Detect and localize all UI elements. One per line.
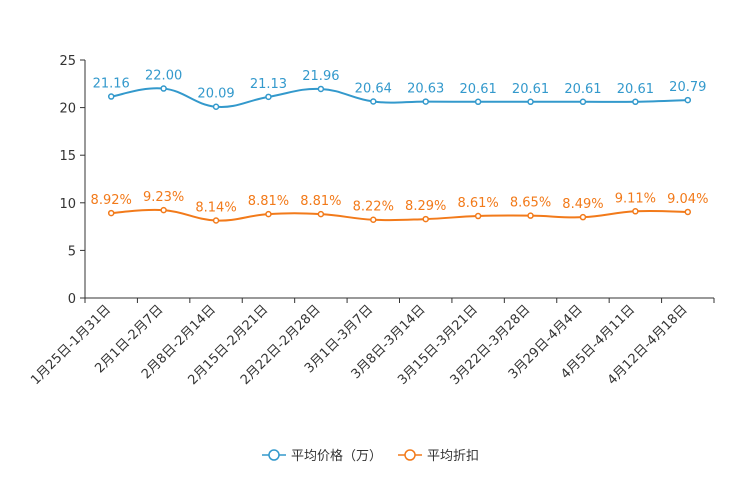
y-tick-label: 15 [59, 149, 76, 164]
data-point[interactable] [684, 96, 692, 104]
data-label: 8.65% [510, 196, 551, 211]
data-point[interactable] [422, 215, 429, 223]
series-layer: 21.16 22.00 20.09 21.13 21.96 20.64 20.63 20.61… [91, 69, 708, 224]
legend-marker [268, 449, 280, 461]
data-point[interactable] [527, 212, 534, 219]
y-tick-label: 10 [59, 197, 76, 212]
data-label: 9.23% [143, 190, 184, 205]
y-tick-label: 20 [59, 102, 76, 117]
data-point[interactable] [684, 208, 692, 216]
data-point[interactable] [317, 85, 325, 93]
legend-label: 平均价格（万） [291, 448, 382, 464]
data-label: 22.00 [145, 69, 182, 84]
data-point[interactable] [107, 93, 115, 100]
legend-item-1[interactable]: 平均价格（万） [262, 448, 382, 464]
data-point[interactable] [265, 93, 272, 101]
data-point[interactable] [422, 98, 429, 105]
data-point[interactable] [579, 213, 587, 221]
data-point[interactable] [370, 216, 377, 223]
data-label: 21.96 [302, 69, 339, 84]
legend-item-2[interactable]: 平均折扣 [398, 449, 479, 464]
data-point[interactable] [527, 98, 534, 106]
series-1: 21.16 22.00 20.09 21.13 21.96 20.64 20.63 20.61… [93, 69, 706, 110]
data-point[interactable] [265, 210, 272, 218]
data-label: 8.49% [562, 197, 603, 212]
data-point[interactable] [212, 103, 220, 110]
data-point[interactable] [317, 210, 325, 218]
y-tick-label: 5 [68, 244, 76, 259]
data-label: 20.79 [669, 80, 706, 95]
data-label: 8.92% [91, 193, 132, 208]
data-label: 21.13 [250, 77, 287, 92]
data-point[interactable] [212, 217, 220, 224]
data-label: 20.61 [617, 82, 654, 97]
data-label: 9.04% [667, 192, 708, 207]
legend-marker [404, 449, 416, 461]
data-label: 20.61 [460, 82, 497, 97]
data-point[interactable] [160, 206, 167, 214]
data-point[interactable] [370, 98, 377, 105]
data-label: 21.16 [93, 77, 130, 92]
data-label: 20.64 [355, 82, 392, 97]
data-label: 8.81% [300, 194, 341, 209]
data-point[interactable] [107, 209, 115, 217]
data-point[interactable] [160, 85, 167, 92]
data-label: 8.29% [405, 199, 446, 214]
data-label: 20.63 [407, 82, 444, 97]
data-label: 20.61 [512, 82, 549, 97]
series-line [111, 87, 688, 108]
data-point[interactable] [579, 98, 587, 106]
legend-label: 平均折扣 [427, 449, 479, 464]
legend[interactable]: 平均价格（万） 平均折扣 [262, 448, 479, 464]
data-label: 8.14% [195, 201, 236, 216]
data-label: 8.81% [248, 194, 289, 209]
series-2: 8.92% 9.23% 8.14% 8.81% 8.81% 8.22% 8.29% 8.61%… [91, 190, 708, 224]
data-label: 20.61 [564, 82, 601, 97]
series-line [111, 208, 688, 222]
data-label: 8.61% [457, 196, 498, 211]
data-point[interactable] [632, 208, 639, 215]
data-label: 8.22% [353, 200, 394, 215]
data-point[interactable] [632, 98, 639, 106]
data-label: 20.09 [197, 87, 234, 102]
data-label: 9.11% [615, 191, 656, 206]
y-tick-label: 25 [59, 54, 76, 69]
y-tick-label: 0 [68, 292, 76, 307]
data-point[interactable] [474, 98, 482, 106]
data-point[interactable] [474, 212, 482, 220]
